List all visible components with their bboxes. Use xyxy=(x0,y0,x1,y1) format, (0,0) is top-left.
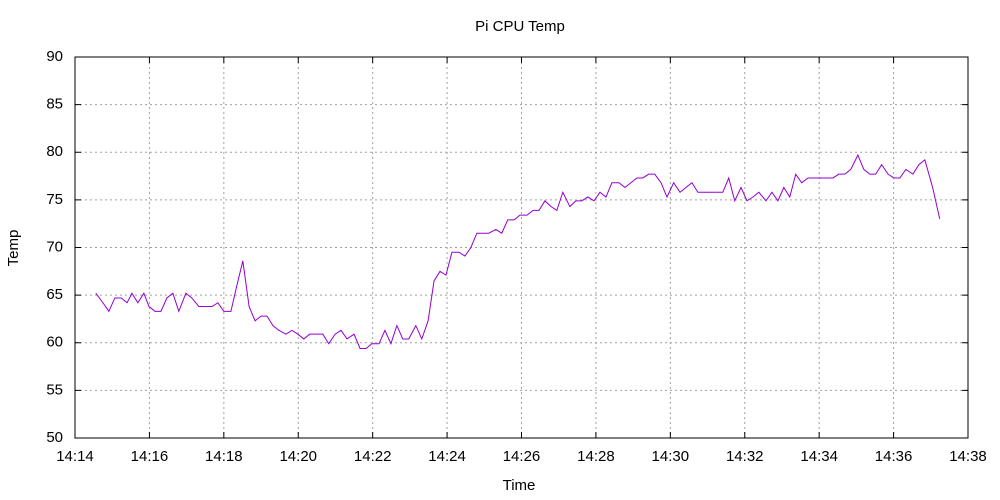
x-tick-label: 14:36 xyxy=(875,448,913,465)
data-line xyxy=(95,153,941,349)
y-tick-label: 50 xyxy=(46,429,63,446)
y-tick-label: 70 xyxy=(46,238,63,255)
y-tick-label: 65 xyxy=(46,286,63,303)
chart-title: Pi CPU Temp xyxy=(475,18,565,35)
x-tick-label: 14:32 xyxy=(726,448,764,465)
x-tick-label: 14:34 xyxy=(800,448,838,465)
x-tick-label: 14:38 xyxy=(949,448,987,465)
y-axis-label: Temp xyxy=(5,230,22,267)
x-tick-label: 14:18 xyxy=(205,448,243,465)
x-tick-label: 14:28 xyxy=(577,448,615,465)
x-tick-label: 14:20 xyxy=(279,448,317,465)
y-tick-label: 55 xyxy=(46,381,63,398)
x-tick-label: 14:24 xyxy=(428,448,466,465)
y-tick-label: 80 xyxy=(46,143,63,160)
x-tick-label: 14:14 xyxy=(56,448,94,465)
x-tick-label: 14:30 xyxy=(652,448,690,465)
x-axis-label: Time xyxy=(503,477,536,494)
x-tick-label: 14:16 xyxy=(131,448,169,465)
y-tick-label: 90 xyxy=(46,48,63,65)
x-tick-label: 14:26 xyxy=(503,448,541,465)
y-tick-label: 75 xyxy=(46,191,63,208)
y-tick-label: 85 xyxy=(46,96,63,113)
x-tick-label: 14:22 xyxy=(354,448,392,465)
y-tick-label: 60 xyxy=(46,334,63,351)
plot-border xyxy=(74,56,969,439)
